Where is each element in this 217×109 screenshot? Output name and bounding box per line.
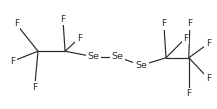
Text: F: F bbox=[183, 34, 188, 43]
Text: Se: Se bbox=[87, 52, 99, 61]
Text: F: F bbox=[14, 20, 19, 28]
Text: F: F bbox=[10, 57, 16, 66]
Text: F: F bbox=[186, 89, 191, 98]
Text: F: F bbox=[206, 39, 211, 48]
Text: F: F bbox=[161, 20, 166, 28]
Text: F: F bbox=[32, 83, 37, 92]
Text: F: F bbox=[77, 34, 82, 43]
Text: F: F bbox=[206, 74, 211, 83]
Text: Se: Se bbox=[135, 61, 147, 70]
Text: Se: Se bbox=[111, 52, 123, 61]
Text: F: F bbox=[187, 20, 192, 28]
Text: F: F bbox=[60, 15, 66, 24]
